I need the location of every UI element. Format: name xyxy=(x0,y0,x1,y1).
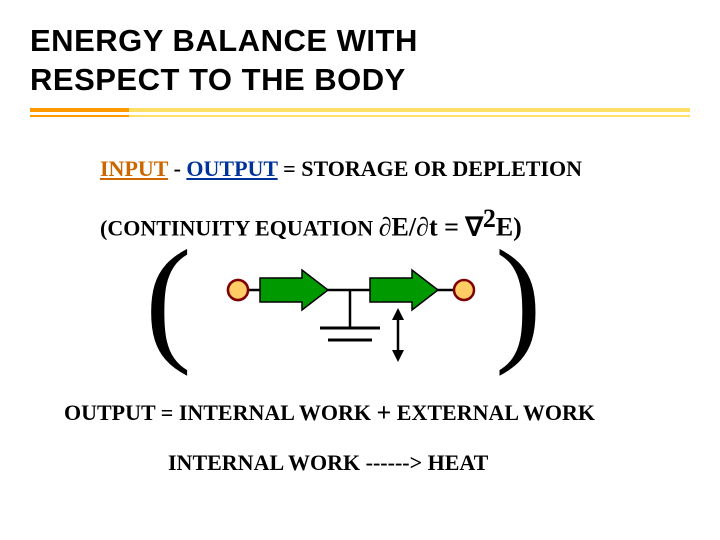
left-arrow-icon xyxy=(260,270,328,310)
body-diagram xyxy=(220,260,480,370)
title-underline xyxy=(30,104,690,124)
right-paren: ) xyxy=(495,230,542,370)
input-word: INPUT xyxy=(100,156,168,181)
equation-input-output: INPUT - OUTPUT = STORAGE OR DEPLETION xyxy=(100,156,582,182)
output-word: OUTPUT xyxy=(186,156,277,181)
slide-title: ENERGY BALANCE WITH RESPECT TO THE BODY xyxy=(30,22,418,100)
left-paren: ( xyxy=(145,230,192,370)
internal-work-heat: INTERNAL WORK ------> HEAT xyxy=(168,450,488,476)
title-line1: ENERGY BALANCE WITH xyxy=(30,23,418,58)
title-line2: RESPECT TO THE BODY xyxy=(30,62,406,97)
right-arrow-icon xyxy=(370,270,438,310)
double-arrow-icon xyxy=(392,308,404,362)
output-equation: OUTPUT = INTERNAL WORK + EXTERNAL WORK xyxy=(64,398,595,428)
